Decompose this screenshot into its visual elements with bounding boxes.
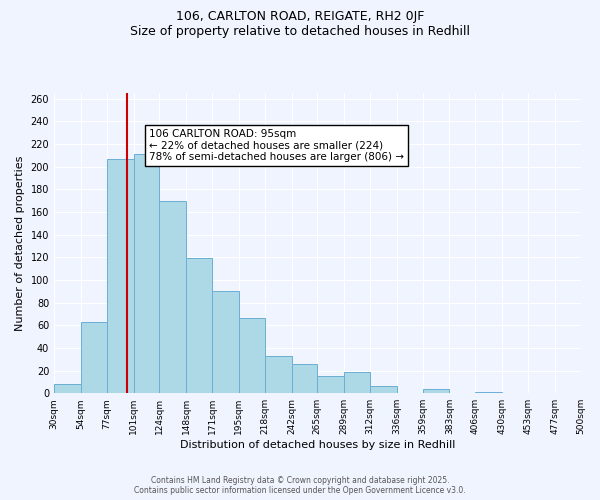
Bar [581, 392, 600, 393]
Bar [344, 372, 370, 393]
Bar [212, 292, 239, 393]
Bar [107, 158, 134, 393]
Bar [160, 200, 186, 393]
Bar [134, 154, 160, 393]
Bar [54, 384, 81, 393]
Bar [370, 386, 397, 393]
Text: 106 CARLTON ROAD: 95sqm
← 22% of detached houses are smaller (224)
78% of semi-d: 106 CARLTON ROAD: 95sqm ← 22% of detache… [149, 129, 404, 162]
Bar [317, 376, 344, 393]
Text: 106, CARLTON ROAD, REIGATE, RH2 0JF
Size of property relative to detached houses: 106, CARLTON ROAD, REIGATE, RH2 0JF Size… [130, 10, 470, 38]
Bar [186, 258, 212, 393]
Y-axis label: Number of detached properties: Number of detached properties [15, 156, 25, 331]
Bar [265, 356, 292, 393]
Bar [239, 318, 265, 393]
Text: Contains HM Land Registry data © Crown copyright and database right 2025.
Contai: Contains HM Land Registry data © Crown c… [134, 476, 466, 495]
Bar [475, 392, 502, 393]
X-axis label: Distribution of detached houses by size in Redhill: Distribution of detached houses by size … [179, 440, 455, 450]
Bar [292, 364, 317, 393]
Bar [422, 388, 449, 393]
Bar [81, 322, 107, 393]
